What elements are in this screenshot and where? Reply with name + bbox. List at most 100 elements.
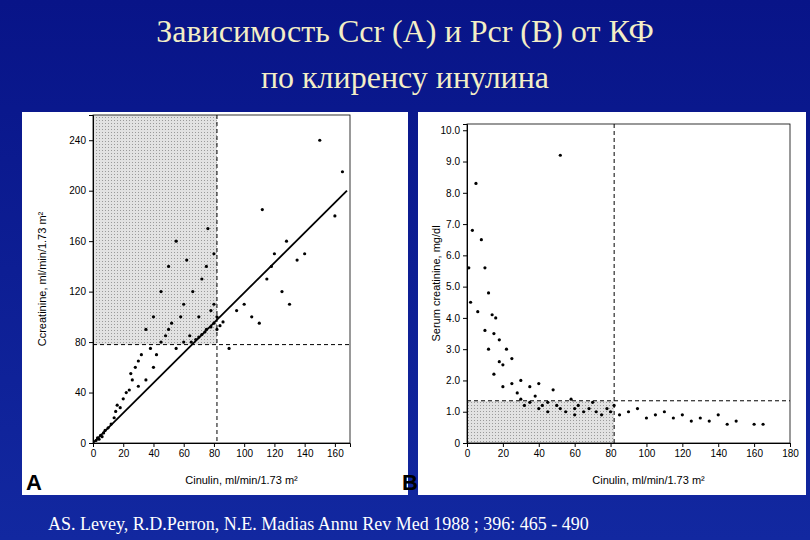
data-point <box>552 388 555 391</box>
tick-label: 60 <box>570 448 582 459</box>
plot-area <box>467 124 790 443</box>
tick: 40 <box>75 387 93 398</box>
tick-mark <box>463 224 467 225</box>
tick: 3.0 <box>446 344 467 355</box>
data-point <box>516 391 519 394</box>
data-point <box>672 416 675 419</box>
tick: 1.0 <box>446 406 467 417</box>
data-point <box>128 388 131 391</box>
tick: 4.0 <box>446 313 467 324</box>
data-point <box>627 410 630 413</box>
data-point <box>209 309 212 312</box>
tick: 60 <box>570 443 582 459</box>
tick: 160 <box>69 236 93 247</box>
data-point <box>476 310 479 313</box>
data-point <box>582 410 585 413</box>
data-point <box>215 328 218 331</box>
data-point <box>179 315 182 318</box>
tick-label: 20 <box>118 448 130 459</box>
tick-mark <box>244 443 245 447</box>
data-point <box>717 413 720 416</box>
slide-title: по клиренсу инулина <box>261 59 549 95</box>
tick-label: 200 <box>69 185 86 196</box>
data-point <box>333 214 336 217</box>
data-point <box>523 404 526 407</box>
data-point <box>528 401 531 404</box>
tick-label: 160 <box>69 236 86 247</box>
tick: 120 <box>267 443 284 459</box>
tick-mark <box>575 443 576 447</box>
tick: 180 <box>782 443 799 459</box>
data-point <box>182 303 185 306</box>
tick-label: 160 <box>746 448 763 459</box>
tick-label: 40 <box>75 387 87 398</box>
data-point <box>681 413 684 416</box>
data-point <box>654 413 657 416</box>
data-point <box>303 252 306 255</box>
tick-label: 10.0 <box>441 125 461 136</box>
tick-mark <box>463 412 467 413</box>
tick-mark <box>463 193 467 194</box>
data-point <box>243 303 246 306</box>
tick-mark <box>463 162 467 163</box>
data-point <box>587 407 590 410</box>
tick-mark <box>123 443 124 447</box>
tick: 20 <box>498 443 510 459</box>
tick-label: 5.0 <box>446 281 460 292</box>
data-point <box>699 416 702 419</box>
shaded-region <box>467 401 614 443</box>
tick-mark <box>89 443 93 444</box>
data-point <box>663 410 666 413</box>
data-point <box>218 324 221 327</box>
tick-mark <box>89 292 93 293</box>
data-point <box>546 401 549 404</box>
data-point <box>137 385 140 388</box>
axis-line <box>89 116 94 444</box>
tick-label: 80 <box>605 448 617 459</box>
data-point <box>469 301 472 304</box>
data-point <box>206 227 209 230</box>
reference-line <box>614 124 615 443</box>
tick: 0 <box>454 438 467 449</box>
x-axis: 020406080100120140160180 <box>465 443 800 459</box>
data-point <box>618 413 621 416</box>
tick-label: 140 <box>297 448 314 459</box>
data-point <box>537 407 540 410</box>
x-axis: 020406080100120140160 <box>91 443 351 459</box>
tick-label: 20 <box>498 448 510 459</box>
tick: 100 <box>236 443 253 459</box>
tick: 6.0 <box>446 250 467 261</box>
tick: 8.0 <box>446 188 467 199</box>
tick-label: 40 <box>148 448 160 459</box>
data-point <box>227 347 230 350</box>
data-point <box>200 277 203 280</box>
tick-label: 180 <box>782 448 799 459</box>
tick-label: 2.0 <box>446 375 460 386</box>
reference-line <box>467 400 790 401</box>
tick-label: 100 <box>639 448 656 459</box>
tick-mark <box>463 380 467 381</box>
tick-mark <box>682 443 683 447</box>
data-point <box>170 322 173 325</box>
data-point <box>494 316 497 319</box>
data-point <box>188 334 191 337</box>
data-point <box>129 372 132 375</box>
data-point <box>726 423 729 426</box>
background <box>0 0 810 540</box>
data-point <box>510 382 513 385</box>
slide-title: Зависимость Ccr (А) и Pcr (В) от КФ <box>156 13 653 49</box>
tick-mark <box>463 443 467 444</box>
tick-mark <box>89 191 93 192</box>
tick-mark <box>463 255 467 256</box>
tick-mark <box>335 443 336 447</box>
data-point <box>491 313 494 316</box>
data-point <box>613 404 616 407</box>
data-point <box>116 404 119 407</box>
data-point <box>480 238 483 241</box>
tick-label: 120 <box>267 448 284 459</box>
data-point <box>546 410 549 413</box>
data-point <box>487 348 490 351</box>
tick-mark <box>463 349 467 350</box>
tick: 160 <box>746 443 763 459</box>
data-point <box>119 406 122 409</box>
